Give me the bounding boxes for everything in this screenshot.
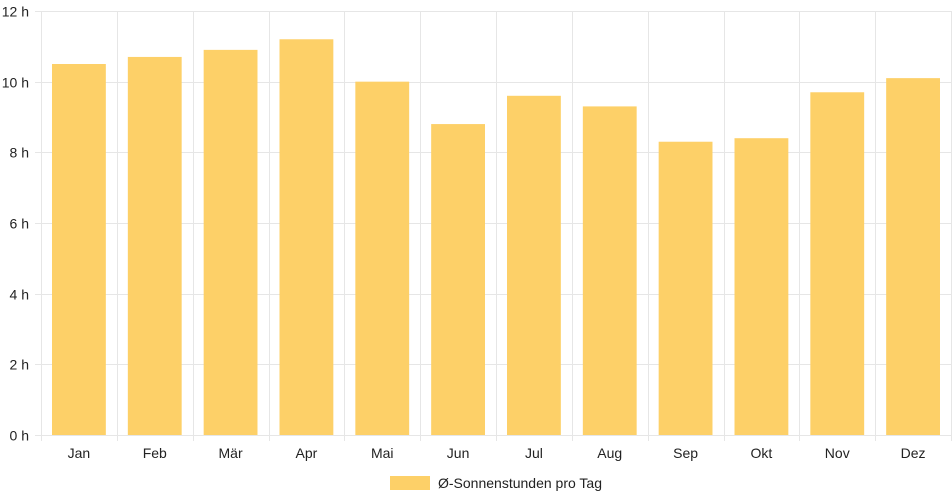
bar-jul[interactable]	[507, 95, 561, 436]
legend-label: Ø-Sonnenstunden pro Tag	[438, 475, 602, 491]
axes: 0 h 2 h 4 h 6 h 8 h 10 h 12 h Jan Feb Mär Apr Mai Ju…	[2, 4, 926, 462]
x-tick-label: Feb	[143, 445, 167, 461]
x-tick-label: Sep	[673, 445, 698, 461]
bar-nov[interactable]	[810, 92, 865, 436]
x-tick-label: Okt	[751, 445, 773, 461]
bar-mär[interactable]	[203, 49, 258, 435]
x-tick-label: Apr	[296, 445, 318, 461]
y-tick-label: 4 h	[10, 287, 29, 303]
grid-lines	[35, 11, 952, 441]
bar-okt[interactable]	[734, 138, 789, 435]
bars	[52, 39, 940, 436]
x-tick-label: Aug	[597, 445, 622, 461]
y-tick-label: 0 h	[10, 428, 29, 444]
bar-apr[interactable]	[279, 39, 334, 436]
legend-swatch	[390, 476, 430, 490]
x-tick-label: Mär	[219, 445, 243, 461]
bar-mai[interactable]	[355, 81, 410, 436]
y-tick-label: 6 h	[10, 216, 29, 232]
bar-dez[interactable]	[886, 78, 940, 435]
y-tick-label: 8 h	[10, 145, 29, 161]
x-tick-label: Dez	[901, 445, 926, 461]
bar-sep[interactable]	[658, 141, 713, 435]
x-tick-label: Jun	[447, 445, 470, 461]
x-tick-label: Jul	[525, 445, 543, 461]
bar-jan[interactable]	[52, 64, 106, 435]
legend[interactable]: Ø-Sonnenstunden pro Tag	[390, 475, 602, 491]
bar-jun[interactable]	[431, 124, 485, 436]
y-tick-label: 10 h	[2, 75, 29, 91]
x-tick-label: Jan	[68, 445, 91, 461]
y-tick-label: 2 h	[10, 357, 29, 373]
bar-feb[interactable]	[127, 56, 182, 435]
x-tick-label: Nov	[825, 445, 850, 461]
bar-aug[interactable]	[582, 106, 637, 436]
y-tick-label: 12 h	[2, 4, 29, 20]
x-tick-label: Mai	[371, 445, 394, 461]
